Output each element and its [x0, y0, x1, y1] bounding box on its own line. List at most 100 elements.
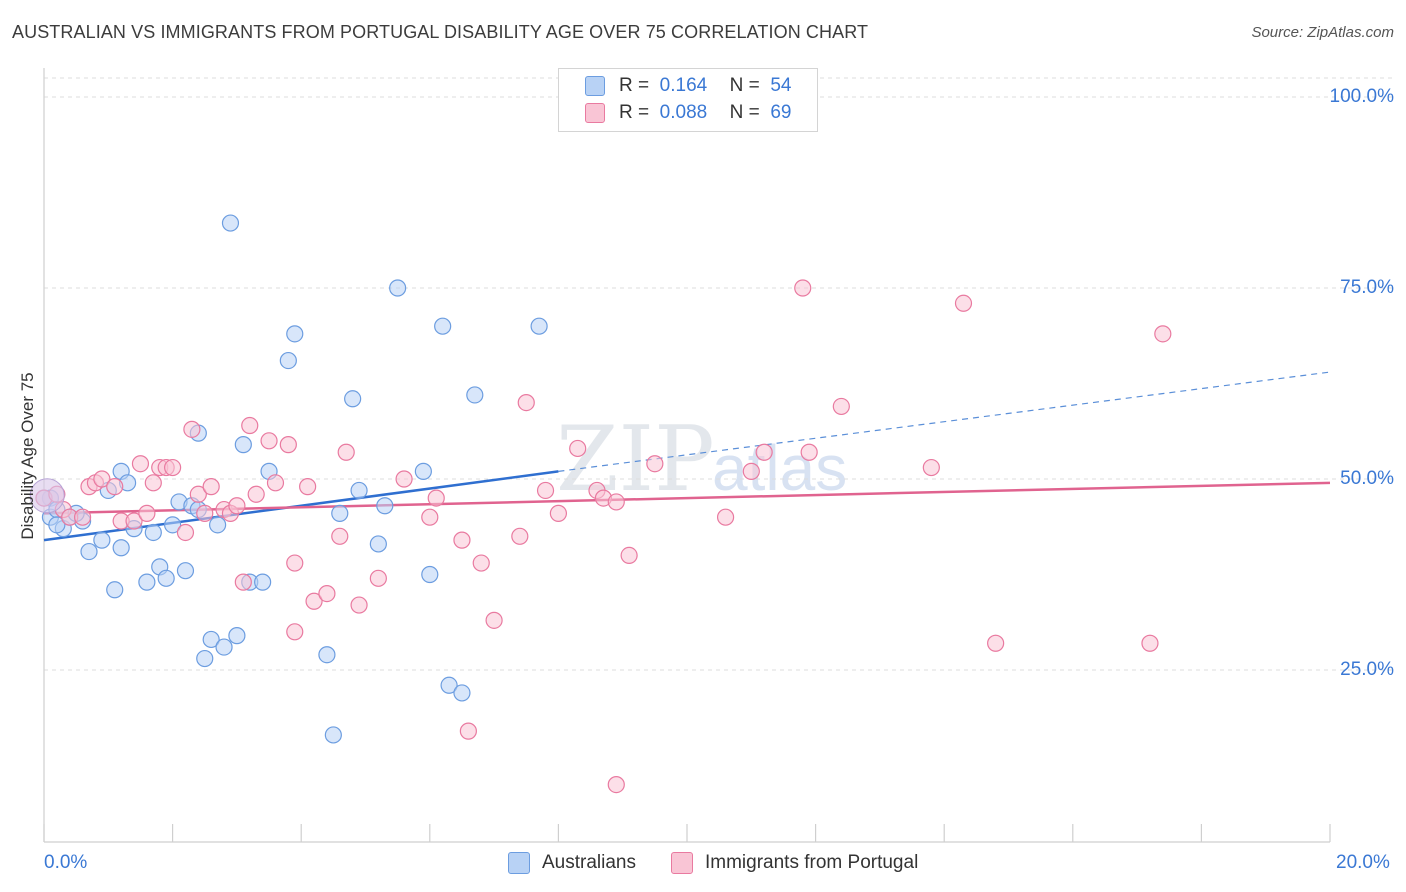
point-portugal: [646, 455, 664, 473]
y-tick-label: 75.0%: [1340, 277, 1394, 298]
point-australians: [318, 646, 336, 664]
point-portugal: [1154, 325, 1172, 343]
point-australians: [344, 390, 362, 408]
n-value: 54: [770, 75, 792, 96]
point-portugal: [279, 436, 297, 454]
point-australians: [279, 351, 297, 370]
point-portugal: [453, 531, 471, 549]
point-australians: [106, 581, 124, 599]
n-value: 69: [770, 102, 792, 123]
point-portugal: [176, 523, 195, 542]
point-portugal: [305, 592, 323, 610]
point-australians: [414, 462, 432, 480]
point-portugal: [299, 478, 317, 496]
point-portugal: [286, 623, 304, 641]
point-australians: [434, 317, 452, 335]
trend-line-portugal: [43, 481, 1331, 515]
bottom-legend-portugal: Immigrants from Portugal: [671, 852, 918, 874]
point-australians: [48, 516, 66, 534]
point-australians: [530, 317, 548, 335]
trend-line-australians-extension: [558, 371, 1331, 472]
data-points: [29, 214, 1172, 794]
point-portugal: [350, 596, 368, 614]
n-label: N =: [729, 75, 760, 96]
point-australians: [389, 279, 407, 297]
point-portugal: [427, 489, 445, 507]
point-australians: [221, 214, 240, 232]
point-cluster: [29, 478, 65, 514]
legend-swatch-blue: [585, 76, 605, 96]
point-portugal: [607, 493, 625, 511]
x-tick-label: 20.0%: [1336, 852, 1390, 873]
point-portugal: [517, 394, 535, 412]
point-portugal: [331, 527, 349, 545]
point-australians: [93, 531, 111, 549]
point-australians: [228, 627, 246, 645]
point-portugal: [459, 722, 477, 740]
legend-row-portugal: R = 0.088 N = 69: [585, 100, 791, 126]
point-portugal: [247, 485, 265, 503]
point-portugal: [93, 470, 111, 488]
point-portugal: [620, 546, 638, 565]
point-portugal: [138, 504, 156, 522]
point-portugal: [228, 497, 246, 515]
y-axis-label: Disability Age Over 75: [18, 372, 37, 540]
r-value: 0.088: [659, 102, 708, 123]
point-australians: [209, 516, 227, 534]
point-portugal: [536, 481, 555, 500]
point-portugal: [106, 478, 124, 496]
point-portugal: [286, 554, 304, 572]
point-portugal: [234, 573, 252, 591]
point-portugal: [164, 458, 182, 477]
legend-swatch-pink: [671, 852, 693, 874]
chart-source: Source: ZipAtlas.com: [1251, 24, 1394, 41]
point-australians: [112, 539, 130, 557]
point-portugal: [954, 294, 973, 312]
point-australians: [421, 565, 439, 584]
r-label: R =: [619, 102, 650, 123]
series-label: Australians: [542, 852, 636, 873]
point-australians: [440, 676, 458, 694]
svg-text:atlas: atlas: [712, 432, 847, 504]
n-label: N =: [729, 102, 760, 123]
point-portugal: [125, 512, 143, 530]
point-australians: [157, 569, 175, 587]
point-portugal: [987, 634, 1005, 652]
svg-text:ZIP: ZIP: [556, 407, 715, 512]
point-australians: [324, 726, 342, 744]
point-australians: [331, 504, 349, 522]
point-australians: [176, 562, 195, 580]
point-australians: [350, 481, 368, 500]
series-label: Immigrants from Portugal: [705, 852, 919, 873]
y-tick-label: 50.0%: [1340, 468, 1394, 489]
legend-swatch-pink: [585, 103, 605, 123]
point-portugal: [202, 478, 220, 496]
point-portugal: [395, 470, 413, 488]
point-australians: [202, 630, 220, 649]
point-portugal: [607, 775, 625, 794]
r-label: R =: [619, 75, 650, 96]
zipatlas-watermark: ZIP atlas: [556, 407, 847, 512]
point-australians: [138, 573, 156, 591]
legend-swatch-blue: [508, 852, 530, 874]
y-tick-label: 25.0%: [1340, 659, 1394, 680]
point-australians: [286, 325, 304, 343]
point-australians: [215, 638, 233, 656]
point-portugal: [131, 455, 150, 473]
point-australians: [369, 535, 387, 553]
point-portugal: [485, 611, 503, 629]
chart-title: AUSTRALIAN VS IMMIGRANTS FROM PORTUGAL D…: [12, 22, 869, 42]
point-portugal: [189, 485, 207, 503]
point-portugal: [144, 474, 162, 492]
point-australians: [196, 649, 214, 668]
point-portugal: [1141, 634, 1159, 652]
point-portugal: [241, 416, 259, 435]
y-tick-label: 100.0%: [1329, 86, 1394, 107]
point-australians: [164, 516, 182, 534]
bottom-legend-australians: Australians: [508, 852, 636, 874]
axes: [43, 68, 1331, 843]
point-portugal: [260, 432, 278, 450]
point-portugal: [549, 504, 568, 522]
point-portugal: [755, 443, 773, 461]
